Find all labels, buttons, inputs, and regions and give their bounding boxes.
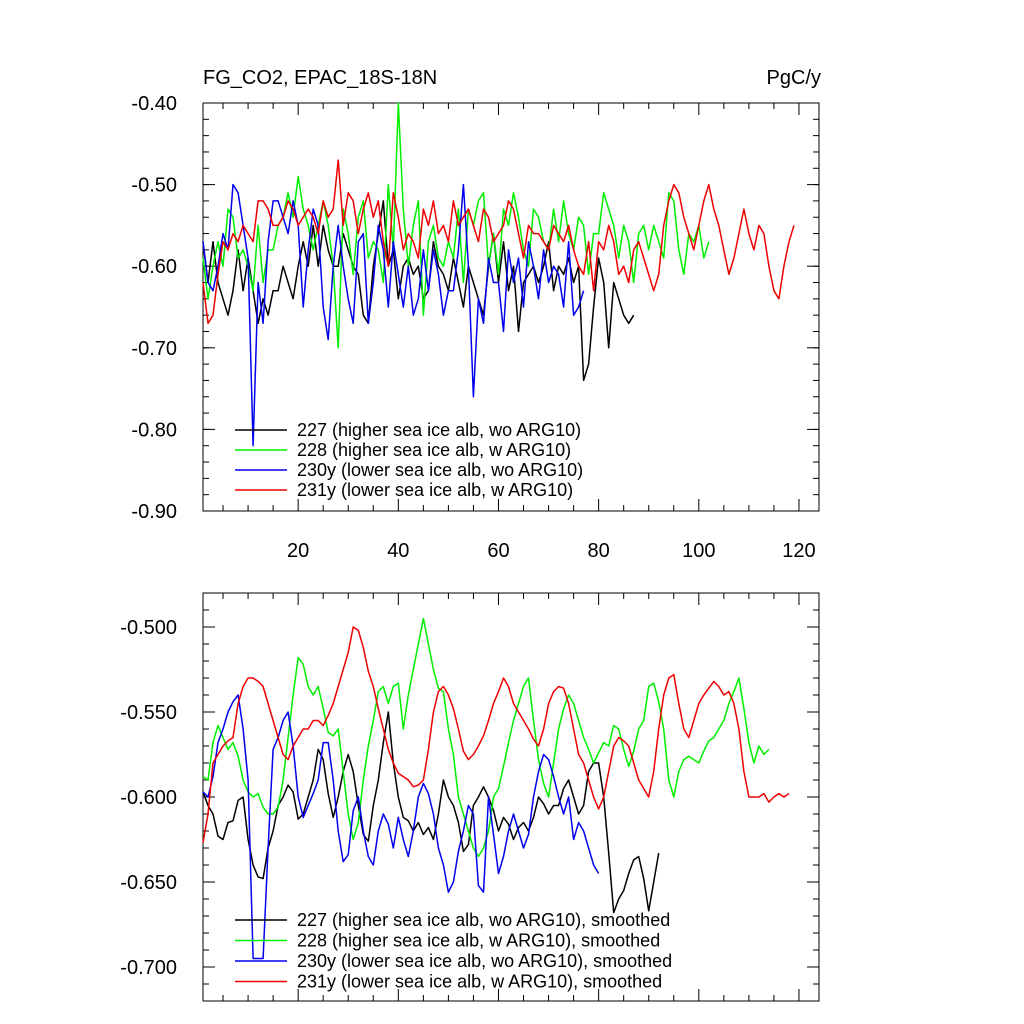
y-tick-label: -0.90 [131, 501, 177, 523]
legend-label-3: 231y (lower sea ice alb, w ARG10) [297, 480, 573, 500]
legend-label-2: 230y (lower sea ice alb, wo ARG10), smoo… [297, 951, 672, 971]
top-legend: 227 (higher sea ice alb, wo ARG10)228 (h… [235, 420, 583, 500]
x-tick-label: 80 [588, 540, 610, 562]
series-line-2 [202, 183, 585, 447]
top-panel: FG_CO2, EPAC_18S-18N PgC/y -0.40-0.50-0.… [131, 67, 821, 562]
y-tick-label: -0.60 [131, 256, 177, 278]
bottom-panel: -0.500 -0.550 -0.600 -0.650 -0.700 227 (high… [120, 592, 820, 1002]
y-tick-label: -0.70 [131, 338, 177, 360]
series-line-2 [202, 694, 600, 960]
y-tick-label: -0.500 [120, 617, 177, 639]
series-line-0 [202, 711, 660, 914]
top-panel-title: FG_CO2, EPAC_18S-18N [203, 67, 437, 89]
bottom-legend: 227 (higher sea ice alb, wo ARG10), smoo… [235, 910, 672, 992]
legend-label-2: 230y (lower sea ice alb, wo ARG10) [297, 460, 583, 480]
top-series [202, 102, 795, 447]
legend-label-0: 227 (higher sea ice alb, wo ARG10), smoo… [297, 910, 670, 930]
top-plot-frame [202, 102, 820, 512]
x-tick-label: 100 [682, 540, 715, 562]
x-tick-label: 20 [287, 540, 309, 562]
legend-label-3: 231y (lower sea ice alb, w ARG10), smoot… [297, 972, 662, 992]
y-tick-label: -0.550 [120, 702, 177, 724]
y-tick-label: -0.700 [120, 957, 177, 979]
legend-label-1: 228 (higher sea ice alb, w ARG10) [297, 440, 571, 460]
series-line-3 [202, 159, 795, 325]
legend-label-1: 228 (higher sea ice alb, w ARG10), smoot… [297, 931, 660, 951]
x-tick-label: 40 [387, 540, 409, 562]
y-tick-label: -0.650 [120, 872, 177, 894]
bottom-ticks: -0.500 -0.550 -0.600 -0.650 -0.700 [120, 592, 819, 1002]
y-tick-label: -0.80 [131, 419, 177, 441]
top-ticks: -0.40 -0.50 -0.60 -0.70 -0.80 -0.90 20 40 60 80 10… [131, 93, 819, 562]
y-tick-label: -0.40 [131, 93, 177, 115]
x-tick-label: 120 [782, 540, 815, 562]
top-panel-units: PgC/y [767, 67, 821, 89]
series-line-1 [202, 617, 770, 858]
x-tick-label: 60 [487, 540, 509, 562]
series-line-1 [202, 102, 710, 349]
y-tick-label: -0.600 [120, 787, 177, 809]
bottom-series [202, 617, 790, 960]
legend-label-0: 227 (higher sea ice alb, wo ARG10) [297, 420, 581, 440]
series-line-0 [202, 200, 635, 382]
y-tick-label: -0.50 [131, 175, 177, 197]
series-line-3 [202, 626, 790, 844]
